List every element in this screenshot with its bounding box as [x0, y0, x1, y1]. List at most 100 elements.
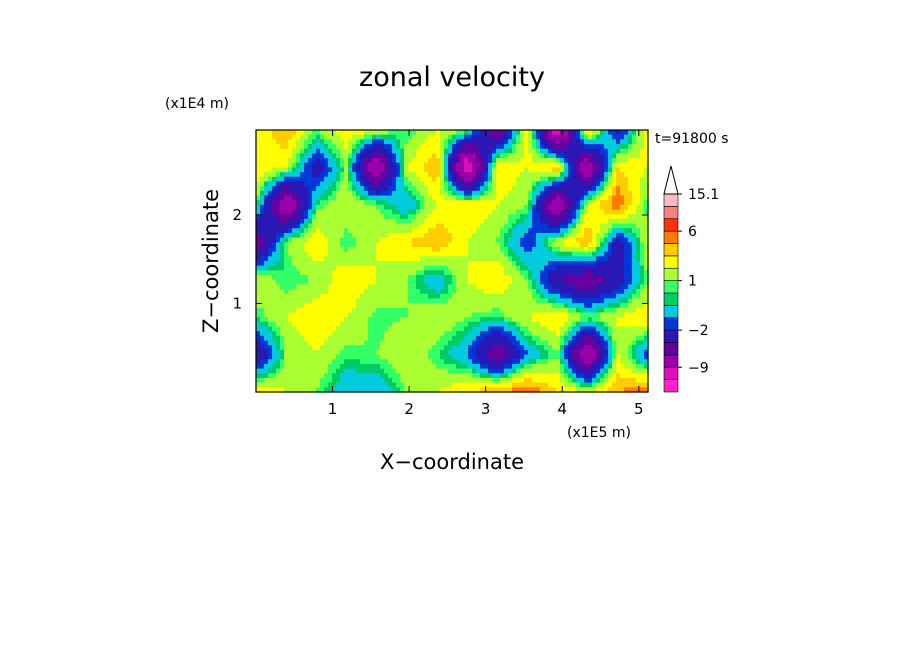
field-cell — [596, 232, 601, 239]
field-cell — [524, 172, 529, 178]
field-cell — [592, 181, 597, 187]
field-cell — [508, 256, 513, 262]
field-cell — [512, 363, 517, 370]
field-cell — [480, 321, 485, 328]
field-cell — [396, 270, 401, 276]
field-cell — [332, 307, 337, 314]
field-cell — [460, 331, 465, 337]
field-cell — [568, 181, 573, 187]
field-cell — [476, 167, 481, 173]
field-cell — [536, 340, 541, 346]
field-cell — [488, 186, 493, 192]
field-cell — [616, 186, 621, 192]
field-cell — [308, 214, 313, 220]
field-cell — [272, 223, 277, 229]
field-cell — [484, 181, 489, 187]
field-cell — [268, 256, 273, 262]
field-cell — [476, 134, 481, 140]
field-cell — [492, 223, 497, 229]
field-cell — [428, 303, 433, 309]
field-cell — [396, 195, 401, 201]
field-cell — [276, 312, 281, 318]
field-cell — [352, 326, 357, 332]
field-cell — [300, 317, 305, 323]
field-cell — [436, 275, 441, 281]
field-cell — [316, 303, 321, 309]
field-cell — [564, 354, 569, 360]
field-cell — [424, 209, 429, 215]
field-cell — [428, 261, 433, 267]
field-cell — [392, 293, 397, 300]
field-cell — [324, 279, 329, 285]
field-cell — [496, 345, 501, 351]
field-cell — [256, 312, 261, 318]
field-cell — [388, 321, 393, 328]
field-cell — [444, 176, 449, 183]
field-cell — [260, 256, 265, 262]
field-cell — [264, 139, 269, 145]
field-cell — [516, 293, 521, 300]
field-cell — [448, 204, 453, 211]
field-cell — [576, 144, 581, 150]
field-cell — [320, 130, 325, 136]
field-cell — [280, 186, 285, 192]
field-cell — [496, 363, 501, 370]
field-cell — [600, 130, 605, 136]
field-cell — [500, 158, 505, 164]
field-cell — [436, 176, 441, 183]
field-cell — [620, 162, 625, 169]
field-cell — [520, 190, 525, 197]
field-cell — [344, 326, 349, 332]
field-cell — [532, 228, 537, 234]
field-cell — [552, 359, 557, 365]
field-cell — [540, 237, 545, 243]
field-cell — [544, 144, 549, 150]
field-cell — [440, 256, 445, 262]
field-cell — [408, 345, 413, 351]
field-cell — [528, 158, 533, 164]
field-cell — [552, 363, 557, 370]
field-cell — [504, 335, 509, 342]
field-cell — [268, 130, 273, 136]
field-cell — [572, 289, 577, 295]
field-cell — [336, 265, 341, 271]
field-cell — [572, 139, 577, 145]
field-cell — [296, 223, 301, 229]
field-cell — [556, 303, 561, 309]
field-cell — [428, 209, 433, 215]
field-cell — [264, 270, 269, 276]
field-cell — [644, 204, 649, 211]
field-cell — [628, 204, 633, 211]
field-cell — [260, 340, 265, 346]
field-cell — [532, 242, 537, 248]
field-cell — [308, 307, 313, 314]
field-cell — [312, 307, 317, 314]
field-cell — [296, 340, 301, 346]
field-cell — [540, 265, 545, 271]
field-cell — [288, 139, 293, 145]
field-cell — [380, 214, 385, 220]
field-cell — [564, 303, 569, 309]
field-cell — [500, 275, 505, 281]
field-cell — [360, 256, 365, 262]
field-cell — [324, 345, 329, 351]
field-cell — [644, 195, 649, 201]
field-cell — [532, 265, 537, 271]
field-cell — [428, 321, 433, 328]
field-cell — [384, 181, 389, 187]
field-cell — [516, 303, 521, 309]
field-cell — [624, 289, 629, 295]
field-cell — [444, 214, 449, 220]
field-cell — [308, 200, 313, 206]
field-cell — [568, 139, 573, 145]
field-cell — [408, 331, 413, 337]
field-cell — [464, 354, 469, 360]
field-cell — [332, 181, 337, 187]
field-cell — [364, 214, 369, 220]
field-cell — [392, 354, 397, 360]
field-cell — [532, 204, 537, 211]
field-cell — [316, 148, 321, 154]
field-cell — [620, 359, 625, 365]
field-cell — [276, 265, 281, 271]
field-cell — [500, 172, 505, 178]
